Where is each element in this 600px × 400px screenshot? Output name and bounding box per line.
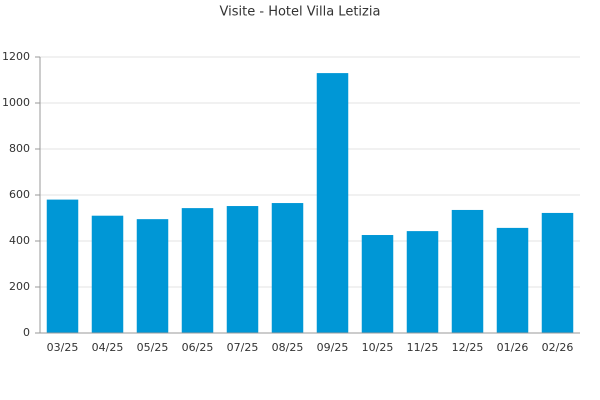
bar [496, 227, 529, 333]
y-tick-label: 1200 [2, 50, 30, 63]
y-tick-label: 0 [23, 326, 30, 339]
bar [451, 209, 484, 333]
x-tick-label: 08/25 [272, 341, 304, 354]
bar [181, 208, 214, 333]
x-tick-label: 10/25 [362, 341, 394, 354]
x-tick-label: 11/25 [407, 341, 439, 354]
x-tick-label: 03/25 [47, 341, 79, 354]
x-tick-label: 02/26 [542, 341, 574, 354]
x-tick-label: 05/25 [137, 341, 169, 354]
bar [541, 212, 574, 333]
bar [226, 206, 259, 333]
x-tick-label: 04/25 [92, 341, 124, 354]
bar [361, 235, 394, 333]
bar [91, 215, 124, 333]
y-tick-label: 200 [9, 280, 30, 293]
y-tick-label: 1000 [2, 96, 30, 109]
bar [316, 73, 349, 333]
x-tick-label: 07/25 [227, 341, 259, 354]
y-tick-label: 400 [9, 234, 30, 247]
bar [406, 231, 439, 333]
x-tick-label: 06/25 [182, 341, 214, 354]
x-tick-label: 09/25 [317, 341, 349, 354]
bar [271, 203, 304, 333]
bar [46, 199, 79, 333]
x-tick-label: 01/26 [497, 341, 529, 354]
x-tick-label: 12/25 [452, 341, 484, 354]
y-tick-label: 800 [9, 142, 30, 155]
y-tick-label: 600 [9, 188, 30, 201]
chart-title: Visite - Hotel Villa Letizia [220, 5, 381, 20]
bar [136, 219, 169, 333]
